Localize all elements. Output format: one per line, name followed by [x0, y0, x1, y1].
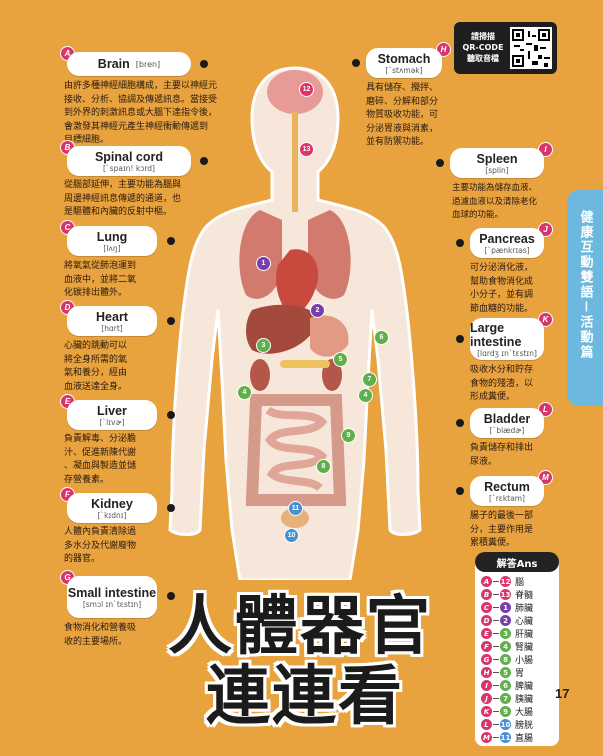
- connect-dot-spleen[interactable]: [436, 159, 444, 167]
- card-large-intestine: Large intestine [lɑrdʒ ɪnˋtɛstɪn]: [470, 318, 544, 360]
- card-kidney: Kidney [ˋkɪdnɪ]: [67, 493, 157, 523]
- card-spleen: Spleen [splin]: [450, 148, 544, 178]
- answer-row: F 4 腎臟: [481, 641, 533, 653]
- body-label-12[interactable]: 12: [299, 82, 314, 97]
- card-stomach: Stomach [ˋstʌmək]: [366, 48, 442, 78]
- desc-stomach: 具有儲存、攪拌、 磨碎、分解和部分 物質吸收功能，可 分泌胃液與消素， 並有防禦功能。: [366, 83, 439, 147]
- answer-row: K 9 大腸: [481, 706, 533, 718]
- answer-row: L 10 膀胱: [481, 719, 533, 731]
- answer-row: B 13 脊髓: [481, 589, 533, 601]
- body-label-4b[interactable]: 4: [358, 388, 373, 403]
- card-small-intestine: Small intestine [smɔl ɪnˋtɛstɪn]: [67, 576, 157, 618]
- page-number: 17: [555, 686, 570, 701]
- spinal-cord-drawing: [292, 112, 298, 212]
- connect-dot-rectum[interactable]: [456, 487, 464, 495]
- connect-dot-brain[interactable]: [200, 60, 208, 68]
- desc-spinal-cord: 從腦部延伸，主要功能為腦與 周邊神經訊息傳遞的通道，也 是驅體和內臟的反射中樞。: [64, 180, 182, 217]
- section-tab[interactable]: 健康互動雙語－活動篇: [567, 190, 603, 406]
- desc-liver: 負責解毒、分泌膽 汁、促進新陳代謝 、凝血與製造並儲 存營養素。: [64, 434, 137, 485]
- body-label-4a[interactable]: 4: [237, 385, 252, 400]
- desc-kidney: 人體內負責清除過 多水分及代謝廢物 的器官。: [64, 527, 137, 564]
- qr-code-panel[interactable]: 請掃描 QR-CODE 聽取音檔: [454, 22, 557, 74]
- body-label-8[interactable]: 8: [316, 459, 331, 474]
- body-label-10[interactable]: 10: [284, 528, 299, 543]
- qr-code-image[interactable]: [510, 27, 552, 69]
- desc-brain: 由許多種神經細胞構成，主要以神經元 接收、分析、協調及傳遞訊息。當接受 到外界的刺激…: [64, 81, 218, 145]
- desc-pancreas: 可分泌消化液， 幫助食物消化成 小分子，並有調 節血糖的功能。: [470, 263, 534, 314]
- answer-row: E 3 肝臟: [481, 628, 533, 640]
- connect-dot-small-intestine[interactable]: [167, 592, 175, 600]
- desc-heart: 心臟的跳動可以 將全身所需的氧 氣和養分，經由 血液送達全身。: [64, 341, 128, 392]
- connect-dot-pancreas[interactable]: [456, 239, 464, 247]
- desc-rectum: 腸子的最後一部 分，主要作用是 累積糞便。: [470, 511, 534, 548]
- human-body-illustration: [168, 66, 422, 580]
- body-label-2[interactable]: 2: [310, 303, 325, 318]
- answer-row: M 11 直腸: [481, 732, 533, 744]
- desc-lung: 將氧氣從肺泡運到 血液中，並將二氧 化碳排出體外。: [64, 261, 137, 298]
- card-bladder: Bladder [ˋblædɚ]: [470, 408, 544, 438]
- card-lung: Lung [lʌŋ]: [67, 226, 157, 256]
- connect-dot-stomach[interactable]: [352, 59, 360, 67]
- body-label-9[interactable]: 9: [341, 428, 356, 443]
- left-lung-drawing: [239, 210, 282, 299]
- qr-label: 請掃描 QR-CODE 聽取音檔: [462, 32, 504, 63]
- connect-dot-lung[interactable]: [167, 237, 175, 245]
- connect-dot-spinal-cord[interactable]: [200, 157, 208, 165]
- desc-large-intestine: 吸收水分和貯存 食物的殘渣，以 形成糞便。: [470, 365, 534, 402]
- body-label-1[interactable]: 1: [256, 256, 271, 271]
- right-lung-drawing: [308, 210, 351, 299]
- left-kidney-drawing: [250, 359, 270, 391]
- card-spinal-cord: Spinal cord [ˋspaɪn! kɔrd]: [67, 146, 191, 176]
- answer-row: I 6 脾臟: [481, 680, 533, 692]
- card-liver: Liver [ˋlɪvɚ]: [67, 400, 157, 430]
- answer-row: C 1 肺臟: [481, 602, 533, 614]
- card-rectum: Rectum [ˋrɛktəm]: [470, 476, 544, 506]
- connect-dot-heart[interactable]: [167, 317, 175, 325]
- stomach-drawing: [310, 315, 349, 357]
- pancreas-drawing: [280, 360, 330, 368]
- large-intestine-drawing: [245, 394, 347, 506]
- page-title-line2: 連連看: [206, 660, 404, 734]
- answer-row: D 2 心臟: [481, 615, 533, 627]
- connect-dot-large-intestine[interactable]: [456, 335, 464, 343]
- body-label-5[interactable]: 5: [333, 352, 348, 367]
- desc-bladder: 負責儲存和排出 尿液。: [470, 443, 534, 467]
- card-heart: Heart [hɑrt]: [67, 306, 157, 336]
- answer-row: A 12 腦: [481, 576, 524, 588]
- answer-row: G 8 小腸: [481, 654, 533, 666]
- brain-drawing: [267, 70, 323, 114]
- connect-dot-bladder[interactable]: [456, 419, 464, 427]
- connect-dot-kidney[interactable]: [167, 504, 175, 512]
- answer-row: J 7 胰臟: [481, 693, 533, 705]
- body-label-3[interactable]: 3: [256, 338, 271, 353]
- body-label-7[interactable]: 7: [362, 372, 377, 387]
- small-intestine-drawing: [265, 406, 328, 492]
- bladder-drawing: [281, 508, 309, 528]
- connect-dot-liver[interactable]: [167, 411, 175, 419]
- card-brain: Brain [bren]: [67, 52, 191, 76]
- desc-small-intestine: 食物消化和營養吸 收的主要場所。: [64, 623, 137, 647]
- body-label-13[interactable]: 13: [299, 142, 314, 157]
- card-pancreas: Pancreas [ˋpænkrɪəs]: [470, 228, 544, 258]
- desc-spleen: 主要功能為儲存血液、 過濾血液以及清除老化 血球的功能。: [452, 183, 538, 220]
- page-title-line1: 人體器官: [168, 590, 432, 664]
- body-label-11[interactable]: 11: [288, 501, 303, 516]
- heart-drawing: [275, 249, 319, 320]
- body-label-6[interactable]: 6: [374, 330, 389, 345]
- answer-key-title: 解答Ans: [475, 552, 559, 572]
